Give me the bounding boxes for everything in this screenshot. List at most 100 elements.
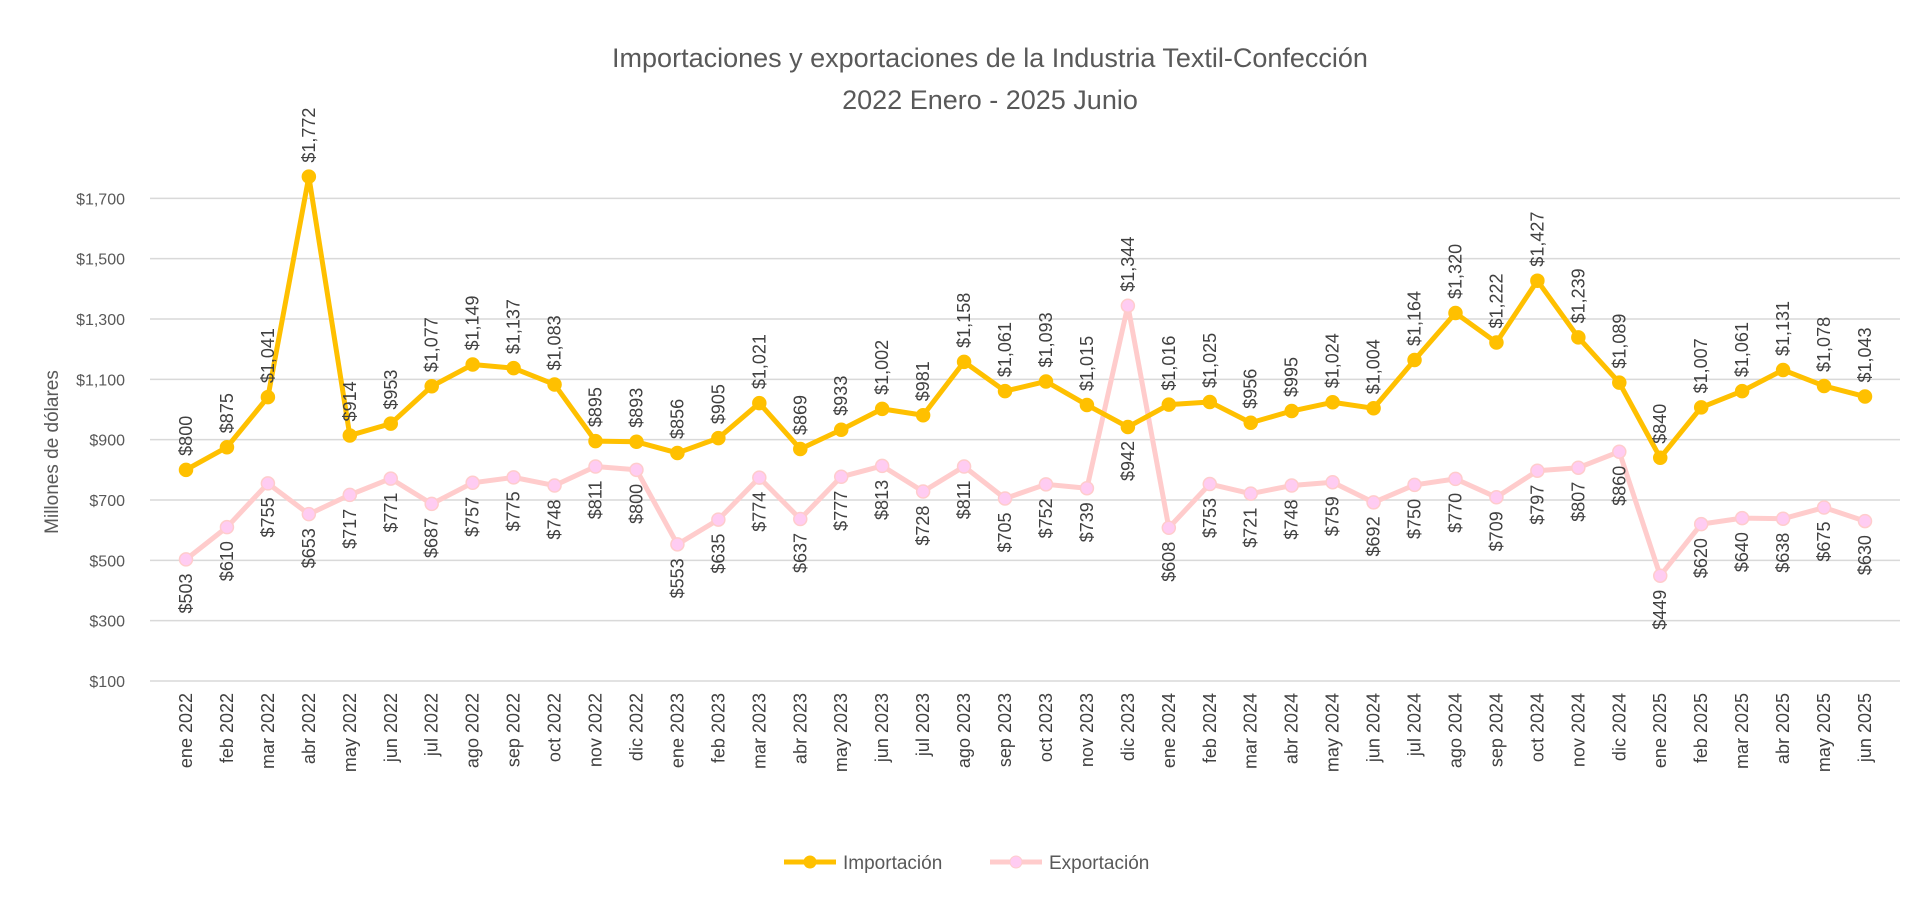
data-point[interactable] bbox=[506, 360, 521, 376]
data-point[interactable] bbox=[1489, 490, 1504, 505]
data-point[interactable] bbox=[1120, 298, 1136, 313]
data-point[interactable] bbox=[1530, 273, 1545, 288]
data-point[interactable] bbox=[1202, 476, 1218, 492]
data-point[interactable] bbox=[629, 462, 644, 478]
data-point[interactable] bbox=[342, 487, 358, 503]
legend-item-exportacion[interactable]: Exportación bbox=[990, 853, 1149, 874]
data-point[interactable] bbox=[424, 379, 439, 394]
data-point[interactable] bbox=[260, 476, 276, 491]
data-point[interactable] bbox=[1693, 400, 1709, 415]
data-point[interactable] bbox=[1734, 383, 1750, 399]
data-point[interactable] bbox=[793, 511, 808, 527]
data-point[interactable] bbox=[1571, 330, 1586, 345]
data-point[interactable] bbox=[1325, 395, 1340, 410]
data-point[interactable] bbox=[301, 169, 317, 184]
data-point[interactable] bbox=[956, 459, 972, 474]
data-point[interactable] bbox=[506, 470, 521, 485]
data-point[interactable] bbox=[1243, 415, 1258, 431]
data-point[interactable] bbox=[997, 383, 1013, 399]
data-point[interactable] bbox=[1448, 471, 1463, 487]
data-point[interactable] bbox=[342, 428, 358, 443]
data-point[interactable] bbox=[547, 478, 562, 493]
data-point[interactable] bbox=[301, 506, 317, 522]
data-point[interactable] bbox=[1857, 389, 1873, 404]
data-point[interactable] bbox=[383, 416, 399, 431]
data-point[interactable] bbox=[178, 462, 194, 478]
data-point[interactable] bbox=[1652, 568, 1668, 583]
data-point[interactable] bbox=[1079, 480, 1095, 496]
data-point[interactable] bbox=[1530, 463, 1545, 478]
data-point[interactable] bbox=[833, 469, 849, 485]
data-point[interactable] bbox=[219, 519, 235, 535]
data-point[interactable] bbox=[219, 439, 235, 455]
data-point[interactable] bbox=[1775, 511, 1791, 526]
x-tick-label: ago 2024 bbox=[1445, 693, 1465, 768]
data-point[interactable] bbox=[1775, 362, 1791, 378]
data-point[interactable] bbox=[424, 496, 439, 512]
data-point[interactable] bbox=[465, 475, 480, 491]
data-point[interactable] bbox=[956, 354, 972, 370]
data-point[interactable] bbox=[711, 512, 726, 527]
x-tick-label: sep 2024 bbox=[1486, 693, 1506, 767]
data-point[interactable] bbox=[670, 537, 685, 552]
data-label: $840 bbox=[1650, 404, 1670, 444]
data-point[interactable] bbox=[915, 484, 931, 499]
data-label: $1,043 bbox=[1855, 327, 1875, 382]
data-point[interactable] bbox=[383, 471, 399, 486]
y-tick-label: $900 bbox=[89, 433, 125, 450]
data-point[interactable] bbox=[874, 458, 890, 474]
data-point[interactable] bbox=[1161, 520, 1177, 536]
data-point[interactable] bbox=[178, 552, 194, 567]
data-point[interactable] bbox=[1284, 478, 1299, 493]
data-point[interactable] bbox=[1325, 474, 1340, 490]
data-point[interactable] bbox=[1571, 460, 1586, 475]
data-point[interactable] bbox=[465, 357, 480, 372]
data-point[interactable] bbox=[588, 459, 603, 474]
data-point[interactable] bbox=[1612, 375, 1627, 390]
data-point[interactable] bbox=[1243, 486, 1258, 501]
series-group bbox=[178, 169, 1873, 583]
legend: Importación Exportación bbox=[784, 853, 1149, 874]
data-point[interactable] bbox=[1612, 444, 1627, 459]
data-point[interactable] bbox=[1161, 397, 1177, 412]
data-point[interactable] bbox=[1489, 335, 1504, 350]
data-label: $1,427 bbox=[1527, 212, 1547, 267]
data-point[interactable] bbox=[1734, 510, 1750, 526]
data-point[interactable] bbox=[1448, 305, 1463, 321]
data-point[interactable] bbox=[1407, 477, 1422, 493]
data-point[interactable] bbox=[1038, 477, 1054, 492]
data-point[interactable] bbox=[260, 389, 276, 405]
data-point[interactable] bbox=[1652, 450, 1668, 466]
data-point[interactable] bbox=[752, 470, 767, 485]
data-label: $1,137 bbox=[504, 299, 524, 354]
data-point[interactable] bbox=[1366, 495, 1381, 510]
data-point[interactable] bbox=[833, 422, 849, 437]
data-label: $811 bbox=[954, 481, 974, 520]
data-point[interactable] bbox=[1816, 378, 1832, 394]
data-point[interactable] bbox=[1366, 401, 1381, 416]
data-point[interactable] bbox=[752, 395, 767, 411]
x-tick-label: nov 2022 bbox=[586, 693, 606, 767]
data-point[interactable] bbox=[1284, 403, 1299, 419]
data-point[interactable] bbox=[1407, 352, 1422, 368]
data-label: $630 bbox=[1855, 535, 1875, 575]
data-point[interactable] bbox=[588, 433, 603, 449]
series-line bbox=[184, 303, 1866, 579]
data-point[interactable] bbox=[1079, 397, 1095, 413]
legend-item-importacion[interactable]: Importación bbox=[784, 853, 942, 874]
data-point[interactable] bbox=[1816, 500, 1832, 515]
data-point[interactable] bbox=[1857, 513, 1873, 529]
data-label: $1,131 bbox=[1773, 301, 1793, 356]
data-point[interactable] bbox=[711, 430, 726, 446]
data-point[interactable] bbox=[1693, 516, 1709, 532]
data-point[interactable] bbox=[915, 407, 931, 423]
data-point[interactable] bbox=[997, 491, 1013, 506]
data-point[interactable] bbox=[874, 401, 890, 417]
data-point[interactable] bbox=[1120, 419, 1136, 435]
data-point[interactable] bbox=[1038, 374, 1054, 389]
data-point[interactable] bbox=[1202, 394, 1218, 410]
data-point[interactable] bbox=[547, 377, 562, 392]
data-point[interactable] bbox=[670, 445, 685, 461]
data-point[interactable] bbox=[793, 441, 808, 457]
data-point[interactable] bbox=[629, 434, 644, 450]
